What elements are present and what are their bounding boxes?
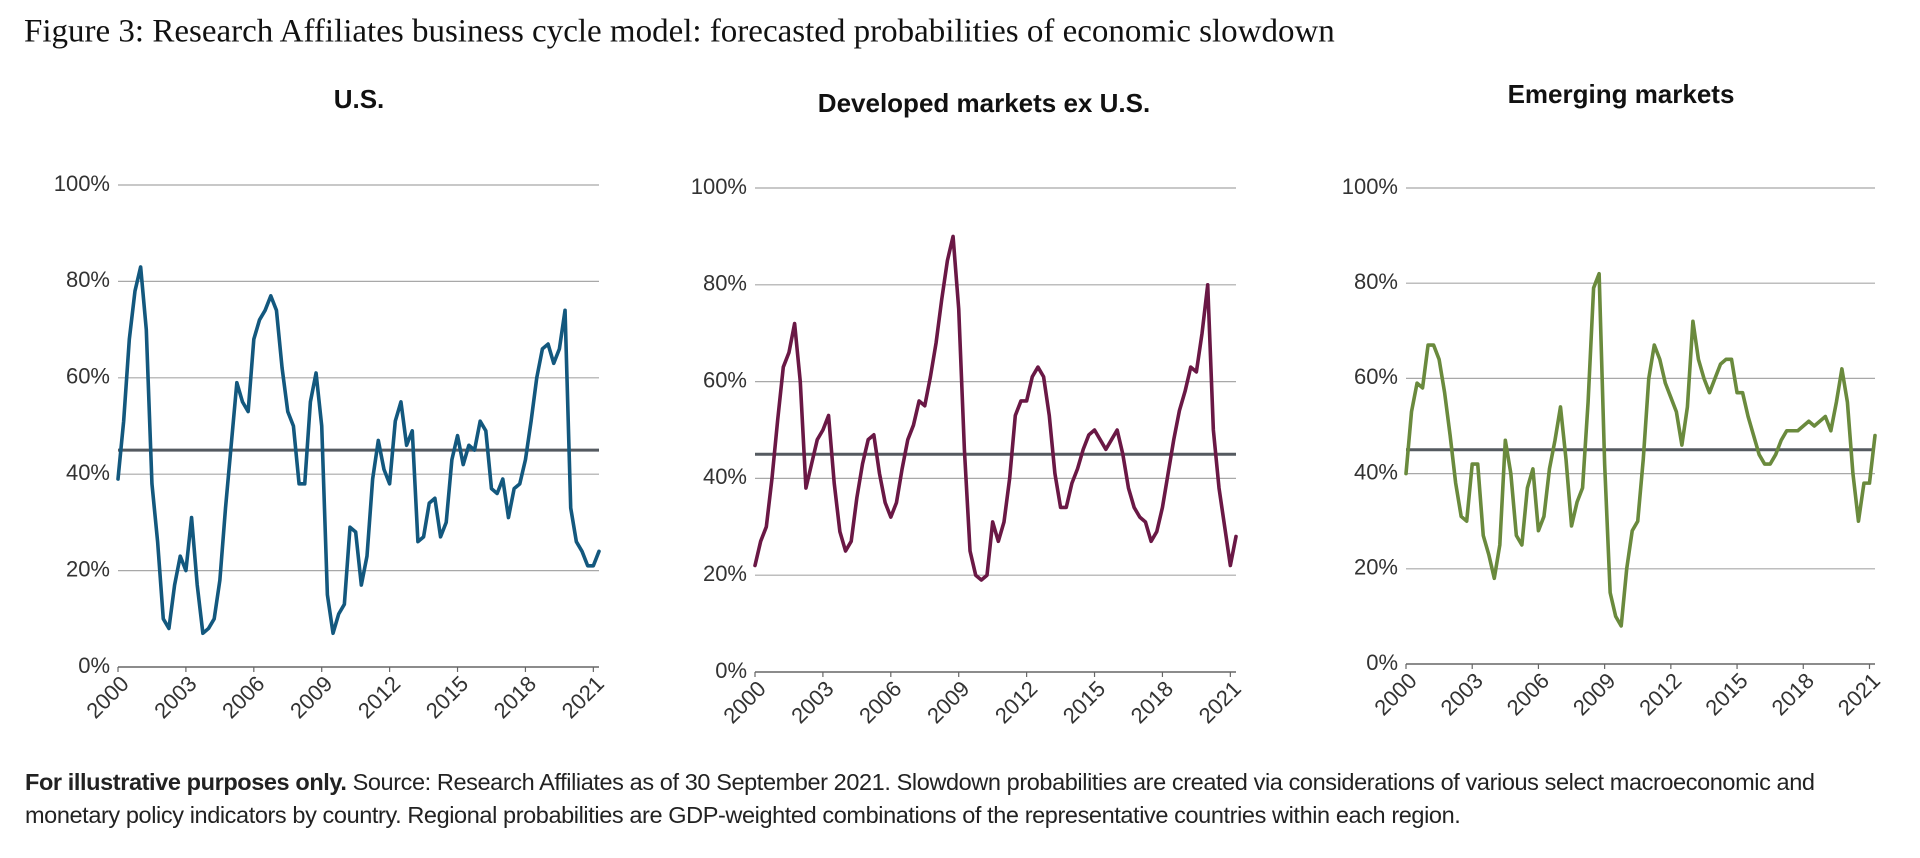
y-tick-label: 20% bbox=[1354, 555, 1398, 580]
x-tick-label: 2021 bbox=[1833, 668, 1885, 720]
x-tick-label: 2003 bbox=[1436, 668, 1488, 720]
x-tick-label: 2000 bbox=[81, 671, 133, 723]
figure-title: Figure 3: Research Affiliates business c… bbox=[24, 14, 1335, 50]
y-tick-label: 80% bbox=[66, 267, 110, 292]
x-tick-label: 2021 bbox=[557, 671, 609, 723]
chart-title: Developed markets ex U.S. bbox=[818, 88, 1150, 118]
series-line bbox=[116, 265, 601, 636]
y-tick-label: 0% bbox=[78, 653, 110, 678]
footnote-emphasis: For illustrative purposes only. bbox=[25, 769, 347, 795]
x-tick-label: 2018 bbox=[489, 671, 541, 723]
x-tick-label: 2012 bbox=[990, 676, 1042, 728]
footnote-text: Source: Research Affiliates as of 30 Sep… bbox=[25, 769, 1815, 828]
y-tick-label: 0% bbox=[1366, 650, 1398, 675]
y-tick-label: 60% bbox=[1354, 364, 1398, 389]
y-tick-label: 40% bbox=[1354, 459, 1398, 484]
x-tick-label: 2021 bbox=[1194, 676, 1246, 728]
y-tick-label: 40% bbox=[66, 460, 110, 485]
series-line bbox=[1404, 271, 1877, 628]
x-tick-label: 2018 bbox=[1767, 668, 1819, 720]
x-tick-label: 2018 bbox=[1126, 676, 1178, 728]
y-tick-label: 80% bbox=[703, 271, 747, 296]
chart-title: U.S. bbox=[334, 84, 385, 114]
x-tick-label: 2015 bbox=[1058, 676, 1110, 728]
y-tick-label: 100% bbox=[1342, 174, 1398, 199]
x-tick-label: 2006 bbox=[217, 671, 269, 723]
figure: Figure 3: Research Affiliates business c… bbox=[24, 14, 1885, 729]
x-tick-label: 2015 bbox=[421, 671, 473, 723]
x-tick-label: 2009 bbox=[922, 676, 974, 728]
series-line bbox=[753, 234, 1238, 582]
y-tick-label: 80% bbox=[1354, 269, 1398, 294]
x-tick-label: 2012 bbox=[353, 671, 405, 723]
x-tick-label: 2009 bbox=[1568, 668, 1620, 720]
x-tick-label: 2000 bbox=[718, 676, 770, 728]
y-tick-label: 60% bbox=[703, 367, 747, 392]
x-tick-label: 2003 bbox=[149, 671, 201, 723]
y-tick-label: 20% bbox=[703, 561, 747, 586]
y-tick-label: 100% bbox=[54, 171, 110, 196]
x-tick-label: 2006 bbox=[854, 676, 906, 728]
x-tick-label: 2006 bbox=[1502, 668, 1554, 720]
x-tick-label: 2009 bbox=[285, 671, 337, 723]
x-tick-label: 2003 bbox=[786, 676, 838, 728]
x-tick-label: 2012 bbox=[1634, 668, 1686, 720]
chart-title: Emerging markets bbox=[1508, 79, 1735, 109]
y-tick-label: 20% bbox=[66, 556, 110, 581]
y-tick-label: 40% bbox=[703, 464, 747, 489]
y-tick-label: 100% bbox=[691, 174, 747, 199]
x-tick-label: 2000 bbox=[1369, 668, 1421, 720]
y-tick-label: 0% bbox=[715, 658, 747, 683]
footnote: For illustrative purposes only. Source: … bbox=[25, 766, 1905, 832]
y-tick-label: 60% bbox=[66, 364, 110, 389]
x-tick-label: 2015 bbox=[1700, 668, 1752, 720]
